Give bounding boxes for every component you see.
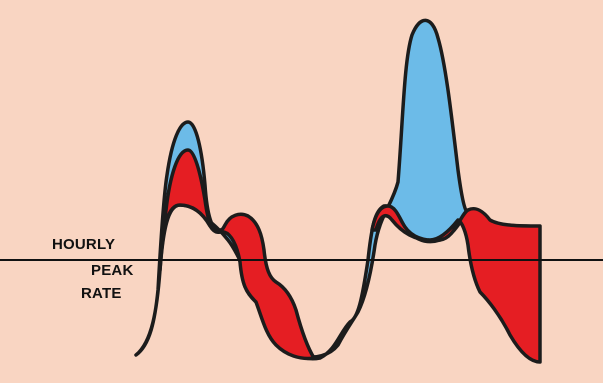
hourly-peak-rate-label-line-3: RATE (81, 285, 122, 302)
demand-below-region-right (370, 204, 542, 364)
demand-below-region (158, 148, 316, 361)
hourly-peak-rate-label-line-2: PEAK (91, 262, 134, 279)
hourly-peak-rate-label-line-1: HOURLY (52, 236, 116, 253)
